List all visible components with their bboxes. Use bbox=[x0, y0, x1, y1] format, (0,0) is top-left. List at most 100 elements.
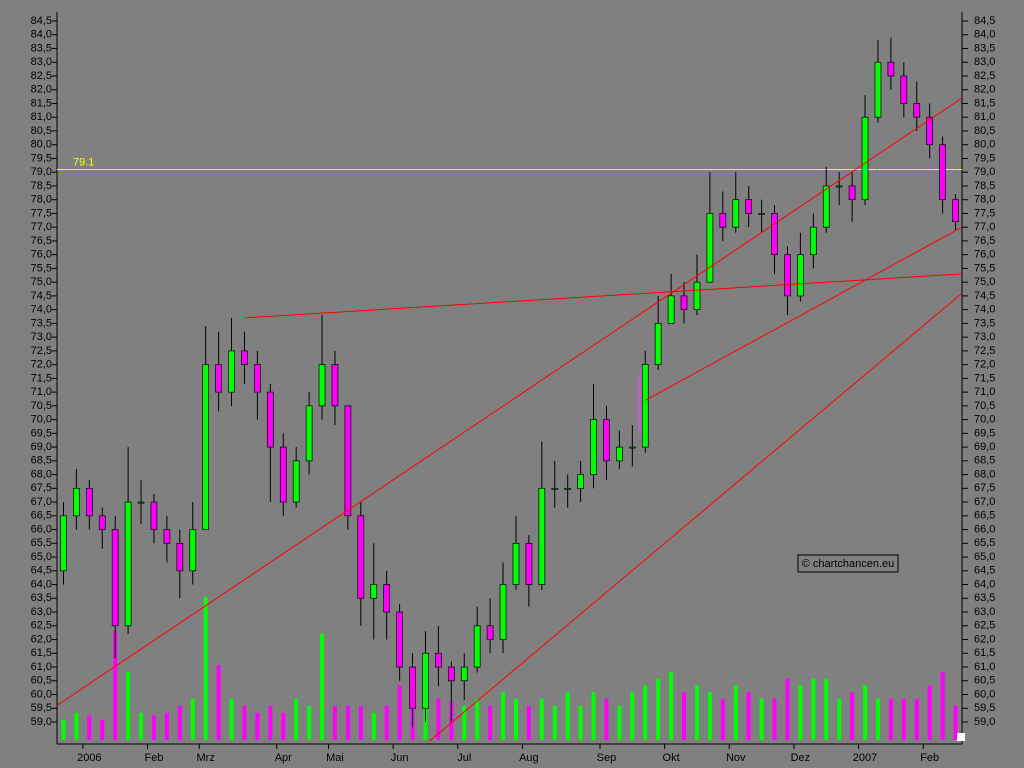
candle-body bbox=[887, 61, 895, 77]
y-tick-label: 66,5 bbox=[31, 510, 52, 522]
horizontal-line-label: 79.1 bbox=[73, 156, 94, 168]
volume-bar bbox=[513, 699, 518, 740]
volume-bar bbox=[268, 705, 273, 740]
volume-bar bbox=[694, 685, 699, 740]
y-tick-label: 83,5 bbox=[31, 42, 52, 54]
volume-bar bbox=[539, 699, 544, 740]
y-tick-label-right: 73,0 bbox=[974, 331, 995, 343]
y-tick-label-right: 82,0 bbox=[974, 84, 995, 96]
volume-bar bbox=[578, 705, 583, 740]
y-tick-label: 75,5 bbox=[31, 262, 52, 274]
candle-body bbox=[745, 199, 753, 214]
x-tick-label: 2007 bbox=[853, 752, 877, 764]
y-tick-label: 78,0 bbox=[31, 194, 52, 206]
volume-bar bbox=[462, 705, 467, 740]
candle-body bbox=[254, 364, 261, 393]
volume-bar bbox=[501, 692, 506, 740]
y-tick-label: 80,5 bbox=[31, 125, 52, 137]
candle-body bbox=[512, 542, 520, 585]
x-tick-label: Nov bbox=[726, 752, 746, 764]
candle-body bbox=[900, 75, 908, 104]
candle-body bbox=[797, 254, 804, 297]
volume-bar bbox=[759, 699, 764, 740]
candle-body bbox=[98, 515, 106, 530]
y-tick-label: 77,5 bbox=[31, 207, 52, 219]
y-tick-label: 64,0 bbox=[31, 578, 52, 590]
volume-bar bbox=[733, 685, 738, 740]
volume-bar bbox=[798, 685, 803, 740]
volume-bar bbox=[953, 705, 958, 740]
candle-body bbox=[189, 529, 197, 572]
y-tick-label-right: 82,5 bbox=[974, 70, 995, 82]
y-tick-label-right: 68,0 bbox=[974, 468, 995, 480]
candle-body bbox=[292, 460, 300, 503]
candle-body bbox=[771, 213, 778, 256]
candle-body bbox=[150, 501, 158, 530]
y-tick-label-right: 61,0 bbox=[974, 661, 995, 673]
volume-bar bbox=[229, 699, 234, 740]
volume-bar bbox=[177, 705, 182, 740]
y-tick-label-right: 63,0 bbox=[974, 606, 995, 618]
y-tick-label: 78,5 bbox=[31, 180, 52, 192]
volume-bar bbox=[875, 699, 880, 740]
candle-body bbox=[719, 213, 727, 228]
y-tick-label-right: 75,5 bbox=[974, 262, 995, 274]
watermark: © chartchancen.eu bbox=[802, 558, 895, 570]
volume-bar bbox=[630, 692, 635, 740]
y-tick-label: 60,5 bbox=[31, 675, 52, 687]
candle-body bbox=[447, 666, 455, 682]
volume-bar bbox=[927, 685, 932, 740]
candle-body bbox=[874, 61, 882, 118]
x-tick-label: Dez bbox=[791, 752, 811, 764]
candle-body bbox=[641, 364, 649, 448]
y-tick-label-right: 72,5 bbox=[974, 345, 995, 357]
x-tick-label: 2006 bbox=[77, 752, 101, 764]
volume-bar bbox=[837, 699, 842, 740]
candle-body bbox=[926, 116, 934, 146]
candle-body bbox=[318, 364, 326, 407]
y-tick-label-right: 73,5 bbox=[974, 317, 995, 329]
y-tick-label: 71,0 bbox=[31, 386, 52, 398]
candle-body bbox=[758, 213, 765, 215]
volume-bar bbox=[100, 719, 105, 740]
y-tick-label-right: 59,5 bbox=[974, 702, 995, 714]
volume-bar bbox=[669, 671, 674, 740]
x-tick-label: Jun bbox=[391, 752, 409, 764]
y-tick-label-right: 66,5 bbox=[974, 510, 995, 522]
candle-body bbox=[590, 419, 597, 475]
y-tick-label: 69,5 bbox=[31, 427, 52, 439]
candle-body bbox=[538, 487, 546, 585]
volume-bar bbox=[940, 671, 945, 740]
x-tick-label: Feb bbox=[144, 752, 163, 764]
y-tick-label-right: 80,0 bbox=[974, 139, 995, 151]
volume-bar bbox=[746, 692, 751, 740]
y-tick-label-right: 64,0 bbox=[974, 578, 995, 590]
y-tick-label: 68,5 bbox=[31, 455, 52, 467]
y-tick-label: 61,5 bbox=[31, 647, 52, 659]
candle-body bbox=[939, 144, 946, 201]
y-tick-label: 82,5 bbox=[31, 70, 52, 82]
y-tick-label: 62,5 bbox=[31, 620, 52, 632]
candle-body bbox=[564, 487, 572, 490]
candle-body bbox=[73, 487, 80, 517]
volume-bar bbox=[203, 596, 208, 740]
volume-bar bbox=[914, 699, 919, 740]
y-tick-label-right: 67,0 bbox=[974, 496, 995, 508]
volume-bar bbox=[307, 705, 312, 740]
candle-body bbox=[486, 625, 494, 640]
x-tick-label: Mrz bbox=[197, 752, 215, 764]
y-tick-label: 67,5 bbox=[31, 482, 52, 494]
y-tick-label-right: 74,5 bbox=[974, 290, 995, 302]
y-tick-label: 68,0 bbox=[31, 468, 52, 480]
candle-body bbox=[732, 199, 740, 228]
y-tick-label: 64,5 bbox=[31, 565, 52, 577]
candle-body bbox=[499, 584, 507, 640]
volume-bar bbox=[164, 712, 169, 740]
y-tick-label-right: 63,5 bbox=[974, 592, 995, 604]
candle-body bbox=[215, 364, 222, 393]
volume-bar bbox=[74, 712, 79, 740]
candle-body bbox=[952, 199, 959, 223]
candle-body bbox=[603, 419, 610, 462]
candle-body bbox=[435, 652, 442, 668]
